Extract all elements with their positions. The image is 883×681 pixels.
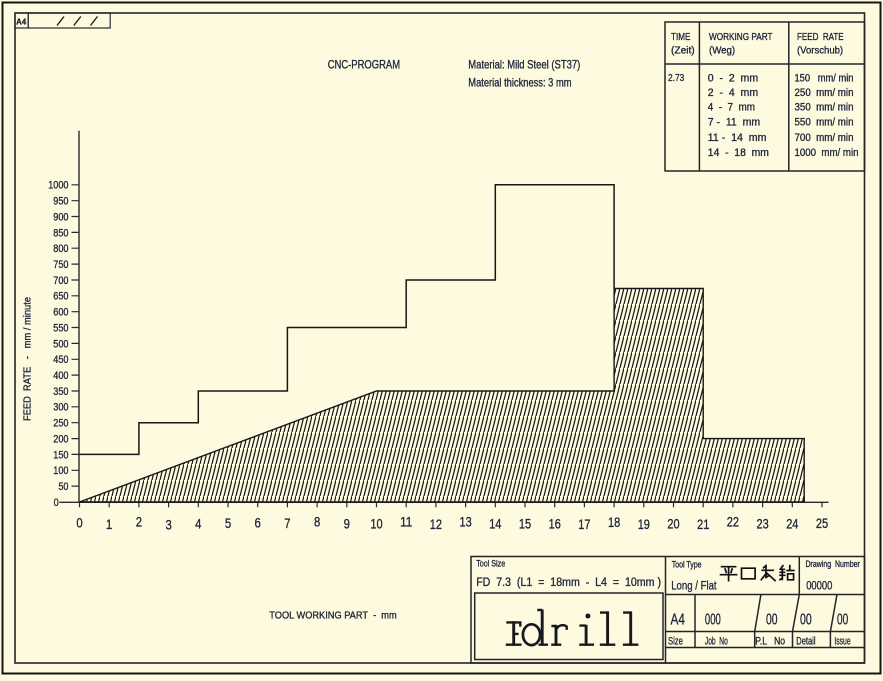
svg-text:700 mm/ min: 700 mm/ min xyxy=(795,132,854,144)
svg-text:13: 13 xyxy=(460,514,472,530)
svg-text:12: 12 xyxy=(430,516,442,532)
svg-text:200: 200 xyxy=(53,434,68,446)
svg-text:650: 650 xyxy=(53,291,68,303)
svg-text:950: 950 xyxy=(53,196,68,208)
svg-text:Issue: Issue xyxy=(834,636,850,648)
svg-text:16: 16 xyxy=(549,516,561,532)
svg-text:300: 300 xyxy=(53,402,68,414)
svg-text:2 - 4 mm: 2 - 4 mm xyxy=(708,87,758,99)
svg-text:(Vorschub): (Vorschub) xyxy=(797,46,843,57)
svg-text:100: 100 xyxy=(53,465,68,477)
svg-text:5: 5 xyxy=(225,515,231,531)
svg-text:00: 00 xyxy=(800,612,812,629)
svg-text:Material thickness: 3 mm: Material thickness: 3 mm xyxy=(468,76,571,90)
svg-text:00000: 00000 xyxy=(806,578,832,592)
svg-text:CNC-PROGRAM: CNC-PROGRAM xyxy=(328,57,400,71)
svg-text:550 mm/ min: 550 mm/ min xyxy=(795,117,854,129)
svg-text:250 mm/ min: 250 mm/ min xyxy=(795,87,854,99)
svg-text:17: 17 xyxy=(578,516,590,532)
svg-text:A4: A4 xyxy=(16,17,27,26)
svg-text:0 - 2 mm: 0 - 2 mm xyxy=(708,72,758,84)
svg-text:00: 00 xyxy=(766,612,778,629)
svg-text:4 - 7 mm: 4 - 7 mm xyxy=(708,102,755,114)
svg-text:20: 20 xyxy=(667,516,679,532)
svg-text:14 - 18 mm: 14 - 18 mm xyxy=(708,147,769,159)
svg-text:850: 850 xyxy=(53,227,68,239)
svg-text:TOOL WORKING PART - mm: TOOL WORKING PART - mm xyxy=(269,610,397,622)
svg-text:11: 11 xyxy=(400,514,412,530)
svg-text:750: 750 xyxy=(53,259,68,271)
svg-text:FEED RATE: FEED RATE xyxy=(797,32,844,43)
svg-text:8: 8 xyxy=(314,514,320,530)
svg-text:7 - 11 mm: 7 - 11 mm xyxy=(708,117,760,129)
svg-text:10: 10 xyxy=(370,516,382,532)
svg-text:Drawing Number: Drawing Number xyxy=(806,559,860,569)
svg-text:9: 9 xyxy=(344,516,350,532)
svg-text:Tool Type: Tool Type xyxy=(672,560,702,570)
svg-text:6: 6 xyxy=(255,515,261,531)
svg-text:150: 150 xyxy=(53,449,68,461)
svg-text:450: 450 xyxy=(53,354,68,366)
svg-text:1000 mm/ min: 1000 mm/ min xyxy=(795,147,859,159)
svg-text:P.L No: P.L No xyxy=(755,636,785,648)
svg-text:(Weg): (Weg) xyxy=(709,46,735,57)
svg-text:700: 700 xyxy=(53,275,68,287)
svg-text:50: 50 xyxy=(58,481,68,493)
svg-text:Detail: Detail xyxy=(796,636,815,648)
svg-text:0: 0 xyxy=(54,497,59,509)
svg-text:15: 15 xyxy=(519,516,531,532)
svg-text:00: 00 xyxy=(837,612,848,629)
svg-text:2: 2 xyxy=(136,514,142,530)
svg-text:2.73: 2.73 xyxy=(668,72,684,84)
svg-text:600: 600 xyxy=(53,307,68,319)
svg-text:Job No: Job No xyxy=(705,636,728,648)
svg-text:25: 25 xyxy=(816,515,828,531)
svg-text:550: 550 xyxy=(53,322,68,334)
svg-text:22: 22 xyxy=(727,514,739,530)
svg-text:Tool Size: Tool Size xyxy=(476,559,505,569)
svg-text:4: 4 xyxy=(195,516,201,532)
svg-text:A4: A4 xyxy=(671,612,685,629)
svg-text:350: 350 xyxy=(53,386,68,398)
svg-text:400: 400 xyxy=(53,370,68,382)
svg-text:FEED RATE - mm / minute: FEED RATE - mm / minute xyxy=(23,297,34,421)
svg-text:Material: Mild Steel (ST37): Material: Mild Steel (ST37) xyxy=(468,57,580,71)
svg-text:TIME: TIME xyxy=(671,32,691,43)
svg-text:18: 18 xyxy=(608,514,620,530)
svg-text:19: 19 xyxy=(638,516,650,532)
svg-text:0: 0 xyxy=(76,515,82,531)
svg-text:250: 250 xyxy=(53,418,68,430)
svg-text:500: 500 xyxy=(53,338,68,350)
svg-text:800: 800 xyxy=(53,243,68,255)
svg-text:(Zeit): (Zeit) xyxy=(671,46,695,57)
svg-text:7: 7 xyxy=(284,515,290,531)
svg-text:1: 1 xyxy=(106,516,112,532)
svg-text:Long / Flat: Long / Flat xyxy=(671,578,717,592)
svg-text:Size: Size xyxy=(668,636,683,648)
svg-text:FD 7.3 (L1 = 18mm - L4: FD 7.3 (L1 = 18mm - L4 = 10mm ) xyxy=(476,575,661,589)
svg-text:14: 14 xyxy=(489,516,501,532)
svg-text:000: 000 xyxy=(705,612,721,629)
svg-text:900: 900 xyxy=(53,211,68,223)
svg-text:350 mm/ min: 350 mm/ min xyxy=(795,102,854,114)
svg-text:23: 23 xyxy=(757,516,769,532)
svg-text:3: 3 xyxy=(165,517,171,533)
svg-text:1000: 1000 xyxy=(48,180,68,192)
svg-text:24: 24 xyxy=(786,516,798,532)
svg-text:150 mm/ min: 150 mm/ min xyxy=(795,72,854,84)
svg-text:11 - 14 mm: 11 - 14 mm xyxy=(708,132,767,144)
svg-text:21: 21 xyxy=(697,516,709,532)
svg-text:WORKING PART: WORKING PART xyxy=(709,32,773,43)
